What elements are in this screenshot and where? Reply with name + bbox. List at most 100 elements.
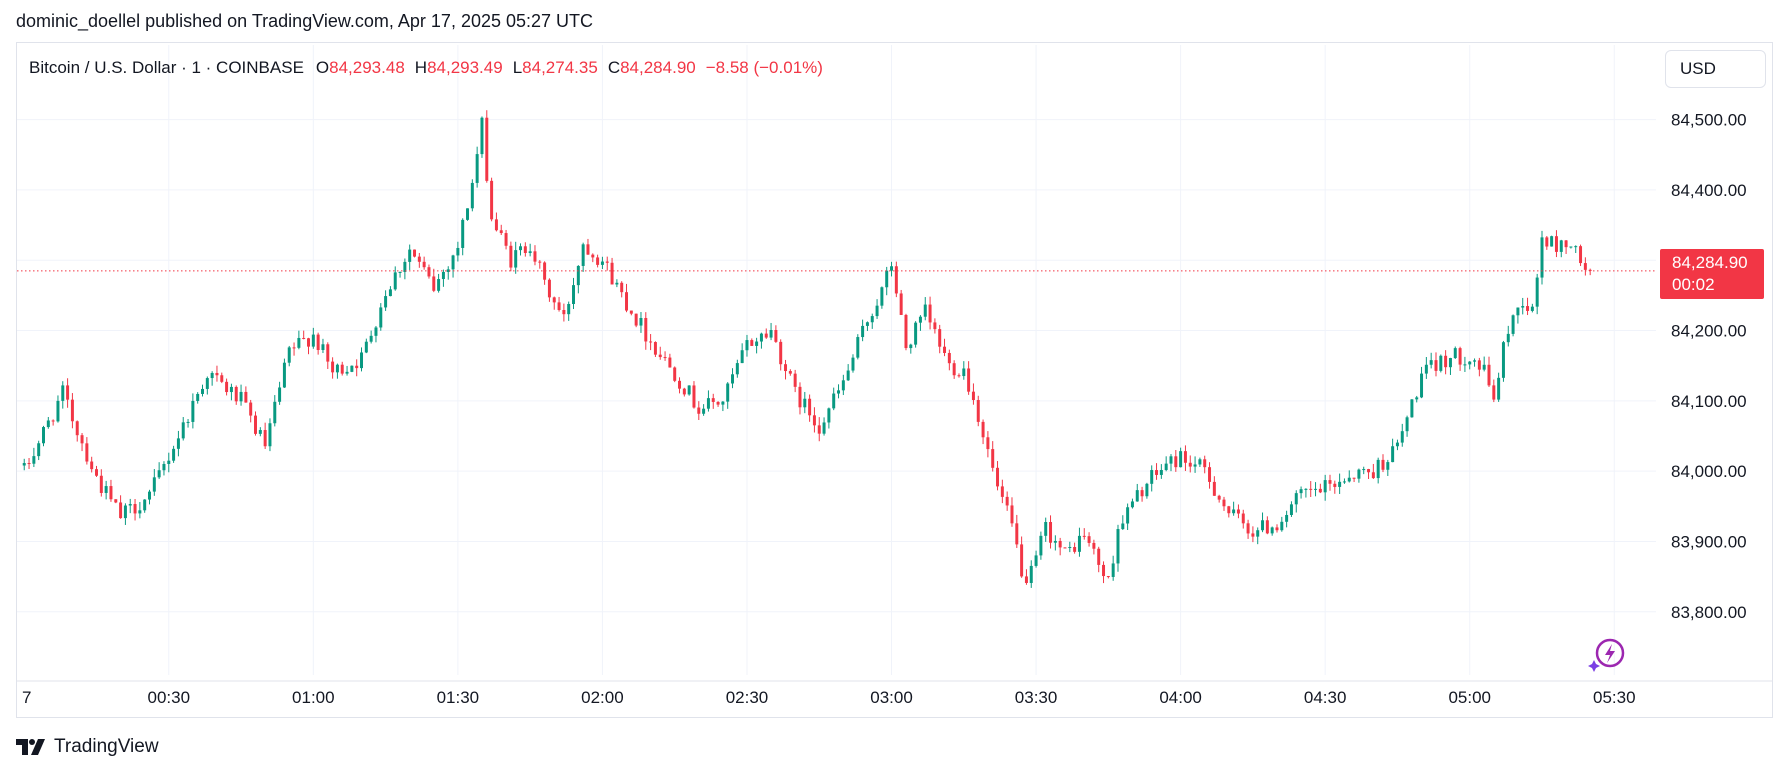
- candle-body: [1448, 358, 1452, 368]
- candle-body: [1511, 315, 1515, 334]
- candle-body: [1073, 547, 1077, 552]
- candle-body: [282, 362, 286, 388]
- candle-body: [504, 233, 508, 246]
- candle-body: [1333, 483, 1337, 487]
- open-value: 84,293.48: [329, 58, 405, 77]
- candle-body: [1554, 236, 1558, 252]
- candle-body: [1203, 459, 1207, 468]
- candle-body: [451, 255, 455, 270]
- candle-body: [46, 420, 50, 428]
- candle-body: [234, 386, 238, 402]
- candle-body: [292, 347, 296, 349]
- candle-body: [316, 334, 320, 350]
- candle-body: [1020, 544, 1024, 577]
- candle-body: [692, 385, 696, 408]
- candle-body: [557, 302, 561, 310]
- candle-body: [61, 385, 65, 401]
- candle-body: [446, 269, 450, 272]
- candle-body: [938, 329, 942, 347]
- currency-button[interactable]: USD: [1665, 50, 1766, 88]
- candle-body: [1251, 533, 1255, 537]
- price-tick-label: 84,000.00: [1671, 462, 1747, 481]
- time-tick-label: 01:30: [437, 688, 480, 707]
- candle-body: [716, 401, 720, 405]
- candle-body: [923, 304, 927, 317]
- candle-body: [567, 304, 571, 315]
- candle-body: [1063, 547, 1067, 549]
- candle-body: [1429, 360, 1433, 365]
- candle-body: [466, 208, 470, 220]
- candle-body: [1208, 467, 1212, 482]
- candle-body: [1280, 521, 1284, 531]
- high-value: 84,293.49: [427, 58, 503, 77]
- candle-body: [644, 318, 648, 342]
- candle-body: [552, 297, 556, 303]
- candle-body: [1371, 472, 1375, 479]
- candle-body: [1246, 523, 1250, 534]
- candle-body: [1265, 520, 1269, 534]
- candle-body: [1130, 501, 1134, 508]
- candle-body: [1391, 446, 1395, 463]
- candle-body: [1477, 360, 1481, 370]
- candle-body: [1338, 481, 1342, 487]
- candle-body: [581, 244, 585, 266]
- candle-body: [32, 456, 36, 464]
- candle-body: [133, 504, 137, 514]
- candle-body: [1492, 385, 1496, 400]
- candle-body: [1082, 535, 1086, 537]
- candle-body: [793, 373, 797, 387]
- candle-body: [591, 254, 595, 258]
- candle-body: [1535, 277, 1539, 307]
- candle-body: [138, 510, 142, 514]
- candle-body: [986, 437, 990, 450]
- candle-body: [991, 449, 995, 468]
- candle-body: [475, 154, 479, 183]
- candle-body: [832, 393, 836, 409]
- candle-body: [1034, 555, 1038, 566]
- tradingview-logo[interactable]: TradingView: [16, 736, 159, 758]
- candle-body: [1241, 513, 1245, 524]
- candle-body: [538, 261, 542, 263]
- candle-body: [1024, 576, 1028, 583]
- candle-body: [355, 365, 359, 369]
- lightning-circle-icon[interactable]: [1588, 636, 1626, 674]
- candle-body: [181, 422, 185, 439]
- candle-body: [890, 266, 894, 271]
- candle-body: [1415, 397, 1419, 400]
- candle-body: [66, 385, 70, 400]
- candle-body: [1501, 342, 1505, 378]
- time-tick-label: 7: [22, 688, 31, 707]
- candle-body: [1357, 469, 1361, 479]
- candle-body: [918, 316, 922, 323]
- candle-body: [899, 293, 903, 315]
- close-value: 84,284.90: [620, 58, 696, 77]
- candle-body: [1155, 470, 1159, 475]
- candle-body: [755, 341, 759, 346]
- symbol-name[interactable]: Bitcoin / U.S. Dollar · 1 · COINBASE: [29, 58, 304, 77]
- time-tick-label: 02:30: [726, 688, 769, 707]
- candle-body: [1497, 377, 1501, 400]
- candle-body: [321, 344, 325, 350]
- candle-body: [653, 342, 657, 355]
- candle-body: [726, 383, 730, 402]
- candle-body: [1270, 527, 1274, 534]
- candle-body: [37, 443, 41, 457]
- candle-body: [437, 279, 441, 291]
- candle-body: [109, 486, 113, 500]
- candle-body: [191, 400, 195, 422]
- candle-body: [1526, 306, 1530, 311]
- candle-body: [904, 314, 908, 349]
- candle-body: [215, 372, 219, 376]
- candle-body: [822, 422, 826, 434]
- candle-body: [678, 380, 682, 389]
- candle-body: [1010, 505, 1014, 524]
- candle-body: [1135, 490, 1139, 502]
- candle-body: [340, 364, 344, 374]
- candle-body: [1222, 499, 1226, 507]
- candle-body: [1261, 520, 1265, 531]
- candle-body: [639, 318, 643, 326]
- candle-body: [205, 378, 209, 389]
- candle-body: [600, 261, 604, 265]
- candle-body: [1126, 507, 1130, 524]
